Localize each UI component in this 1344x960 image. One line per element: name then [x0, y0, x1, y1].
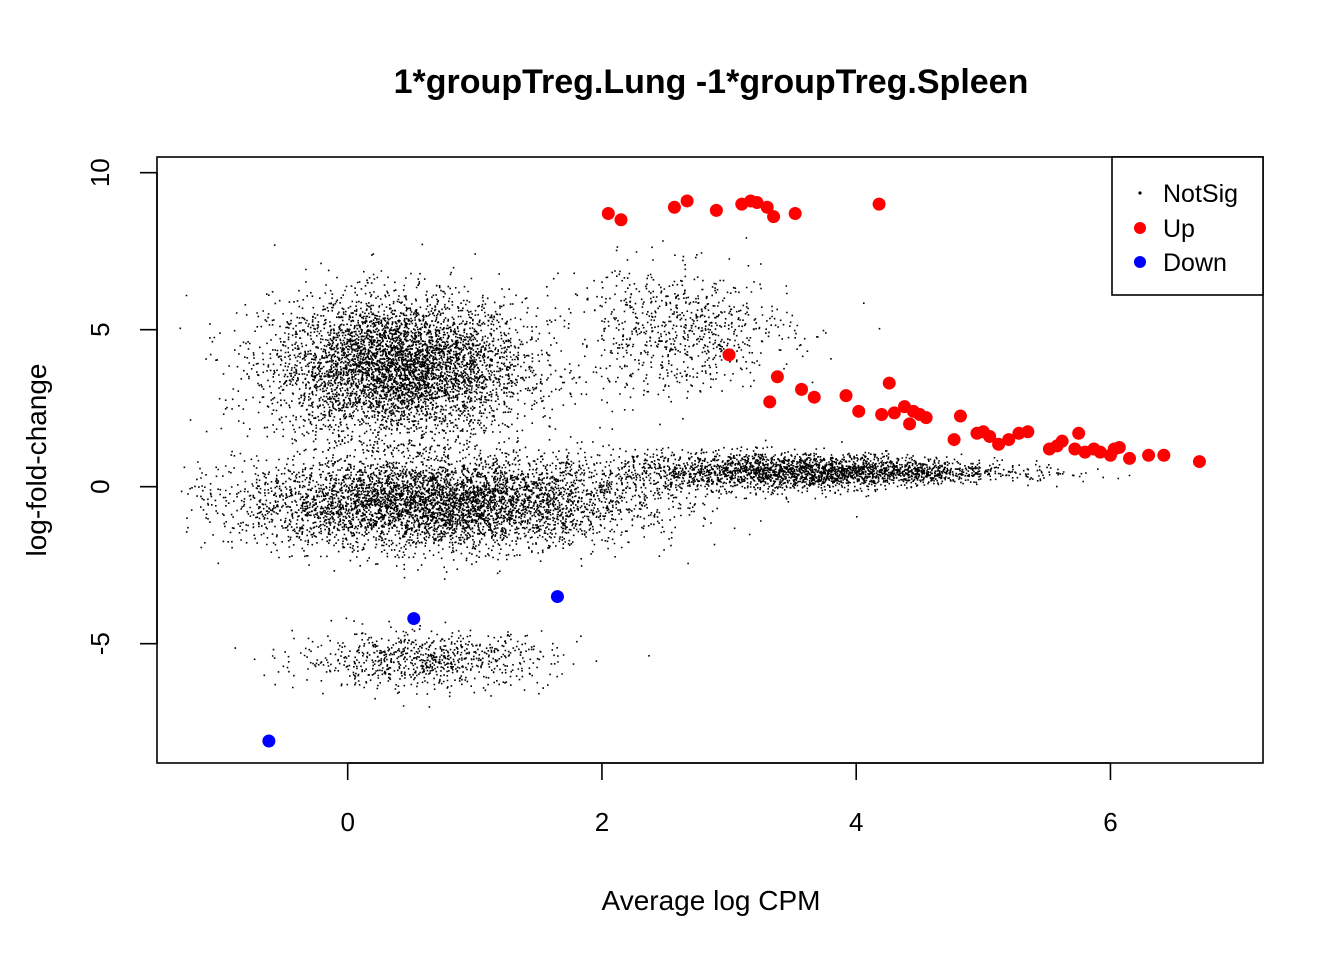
legend: NotSig Up Down — [1111, 156, 1264, 296]
up-point — [1021, 425, 1035, 439]
up-point — [992, 437, 1006, 451]
x-tick-label: 2 — [595, 807, 609, 837]
up-point — [852, 404, 866, 418]
up-point — [601, 207, 615, 221]
up-point — [903, 417, 917, 431]
up-point — [919, 411, 933, 425]
up-point — [788, 207, 802, 221]
up-point — [770, 370, 784, 384]
down-point — [407, 612, 421, 626]
legend-marker-up — [1134, 222, 1146, 234]
down-point — [262, 734, 276, 748]
y-axis: -5 0 5 10 — [85, 158, 158, 655]
chart-title: 1*groupTreg.Lung -1*groupTreg.Spleen — [394, 63, 1029, 101]
up-point — [947, 433, 961, 447]
up-point — [1142, 448, 1156, 462]
legend-label-notsig: NotSig — [1163, 180, 1238, 208]
up-point — [1123, 451, 1137, 465]
x-tick-label: 4 — [849, 807, 863, 837]
y-tick-label: 10 — [85, 158, 115, 187]
notsig-points — [179, 237, 1131, 708]
up-point — [1093, 445, 1107, 459]
up-point — [667, 200, 681, 214]
plot-frame — [156, 156, 1264, 764]
x-tick-label: 6 — [1103, 807, 1117, 837]
y-tick-label: 5 — [85, 322, 115, 336]
up-point — [614, 213, 628, 227]
up-point — [1157, 448, 1171, 462]
up-point — [709, 203, 723, 217]
up-point — [953, 409, 967, 423]
x-tick-label: 0 — [340, 807, 354, 837]
y-tick-label: -5 — [85, 632, 115, 655]
up-point — [839, 389, 853, 403]
down-point — [550, 590, 564, 604]
up-point — [882, 376, 896, 390]
up-point — [1002, 433, 1016, 447]
up-point — [1068, 442, 1082, 456]
legend-marker-notsig — [1138, 191, 1142, 195]
up-point — [1072, 426, 1086, 440]
up-point — [722, 348, 736, 362]
x-axis-label: Average log CPM — [602, 885, 821, 916]
legend-marker-down — [1134, 256, 1146, 268]
up-point — [807, 390, 821, 404]
up-point — [875, 407, 889, 421]
y-axis-label: log-fold-change — [21, 363, 52, 556]
up-point — [680, 194, 694, 208]
up-point — [872, 197, 886, 211]
up-point — [795, 382, 809, 396]
up-point — [760, 200, 774, 214]
y-tick-label: 0 — [85, 479, 115, 493]
up-point — [887, 406, 901, 420]
notsig-point-cloud — [179, 237, 1131, 708]
legend-label-down: Down — [1163, 249, 1227, 277]
up-point — [767, 210, 781, 224]
up-point — [1055, 434, 1069, 448]
x-axis: 0 2 4 6 — [340, 762, 1118, 837]
up-point — [983, 429, 997, 443]
up-point — [763, 395, 777, 409]
up-point — [750, 196, 764, 210]
up-point — [1112, 440, 1126, 454]
up-point — [1192, 455, 1206, 469]
significant-points — [262, 194, 1206, 748]
legend-label-up: Up — [1163, 215, 1195, 243]
